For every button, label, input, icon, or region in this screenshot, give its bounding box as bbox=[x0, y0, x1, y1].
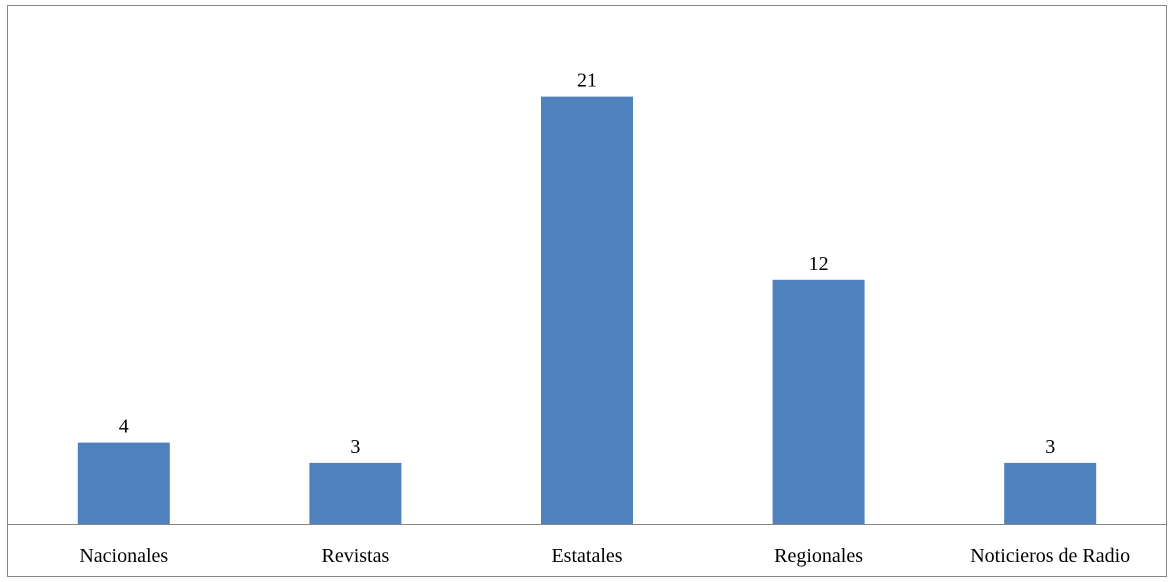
category-label-estatales: Estatales bbox=[551, 545, 622, 567]
category-label-nacionales: Nacionales bbox=[79, 545, 168, 567]
bar-nacionales bbox=[77, 442, 170, 524]
bar-revistas bbox=[309, 462, 402, 524]
category-labels-group: Nacionales Revistas Estatales Regionales Not… bbox=[79, 545, 1130, 567]
data-labels-group: 4 3 21 12 3 bbox=[119, 70, 1055, 458]
data-label-regionales: 12 bbox=[809, 253, 829, 275]
bars-group bbox=[77, 96, 1097, 524]
data-label-revistas: 3 bbox=[350, 436, 360, 458]
data-label-estatales: 21 bbox=[577, 70, 597, 92]
category-label-noticieros-de-radio: Noticieros de Radio bbox=[970, 545, 1130, 567]
bar-regionales bbox=[772, 279, 865, 524]
category-label-revistas: Revistas bbox=[322, 545, 390, 567]
bar-estatales bbox=[541, 96, 633, 524]
data-label-noticieros-de-radio: 3 bbox=[1045, 436, 1055, 458]
category-label-regionales: Regionales bbox=[774, 545, 863, 567]
data-label-nacionales: 4 bbox=[119, 416, 129, 438]
bar-noticieros-de-radio bbox=[1004, 462, 1097, 524]
